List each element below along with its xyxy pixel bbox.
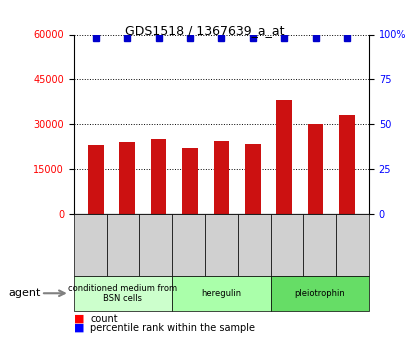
Bar: [244, 144, 260, 214]
Text: GDS1518 / 1367639_a_at: GDS1518 / 1367639_a_at: [125, 24, 284, 37]
Text: percentile rank within the sample: percentile rank within the sample: [90, 323, 254, 333]
Text: pleiotrophin: pleiotrophin: [294, 289, 344, 298]
Bar: [276, 100, 291, 214]
Bar: [338, 115, 354, 214]
Text: ■: ■: [74, 314, 84, 324]
Text: heregulin: heregulin: [201, 289, 241, 298]
Bar: [213, 141, 229, 214]
Bar: [307, 124, 323, 214]
Bar: [182, 148, 198, 214]
Text: conditioned medium from
BSN cells: conditioned medium from BSN cells: [68, 284, 177, 303]
Text: ■: ■: [74, 323, 84, 333]
Text: count: count: [90, 314, 117, 324]
Bar: [151, 139, 166, 214]
Text: agent: agent: [8, 288, 40, 298]
Bar: [88, 145, 103, 214]
Bar: [119, 142, 135, 214]
